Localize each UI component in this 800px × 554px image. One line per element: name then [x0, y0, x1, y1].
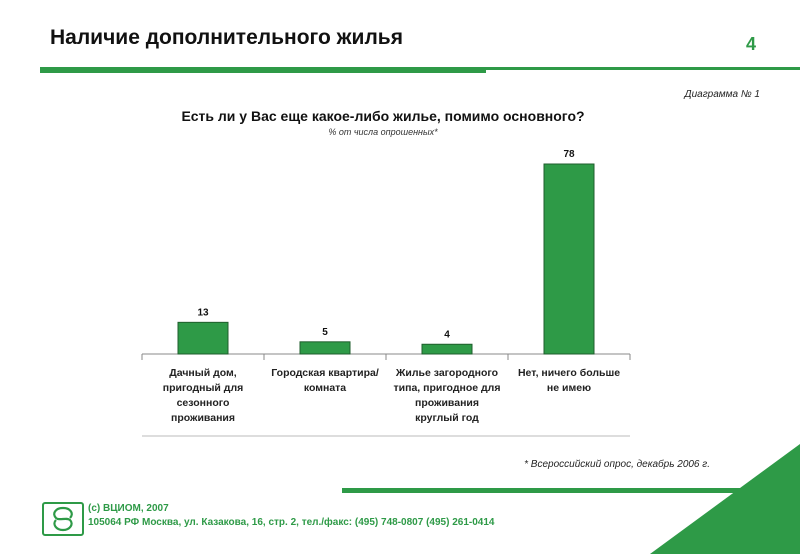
category-label: не имею [547, 382, 591, 394]
data-label: 5 [322, 327, 328, 338]
category-label: Городская квартира/ [271, 367, 379, 379]
chart-title: Есть ли у Вас еще какое-либо жилье, поми… [181, 108, 585, 124]
slide-title: Наличие дополнительного жилья [50, 26, 403, 49]
header-rule-thick [40, 67, 486, 73]
header-rule-thin [486, 67, 800, 70]
category-label: проживания [415, 397, 479, 409]
category-label: типа, пригодное для [394, 382, 501, 394]
category-label: Нет, ничего больше [518, 367, 620, 379]
corner-triangle [650, 444, 800, 554]
footer-copyright: (c) ВЦИОМ, 2007 [88, 503, 169, 514]
category-label: сезонного [177, 397, 230, 409]
vciom-logo [42, 502, 84, 536]
bar [177, 321, 229, 355]
category-label: пригодный для [163, 382, 244, 394]
page-number: 4 [745, 34, 756, 54]
footer-rule [342, 488, 800, 493]
diagram-label: Диаграмма № 1 [684, 89, 760, 100]
category-label: круглый год [415, 412, 479, 424]
data-label: 4 [444, 329, 450, 340]
footnote: * Всероссийский опрос, декабрь 2006 г. [524, 459, 710, 470]
category-label: проживания [171, 412, 235, 424]
bar [543, 163, 595, 355]
category-label: комната [304, 382, 346, 394]
data-label: 13 [197, 307, 209, 318]
category-label: Жилье загородного [395, 367, 498, 379]
data-label: 78 [563, 149, 575, 160]
footer-address: 105064 РФ Москва, ул. Казакова, 16, стр.… [88, 517, 495, 528]
category-label: Дачный дом, [169, 367, 237, 379]
bar [299, 341, 351, 355]
chart-subtitle: % от числа опрошенных* [328, 127, 438, 137]
bar [421, 343, 473, 355]
